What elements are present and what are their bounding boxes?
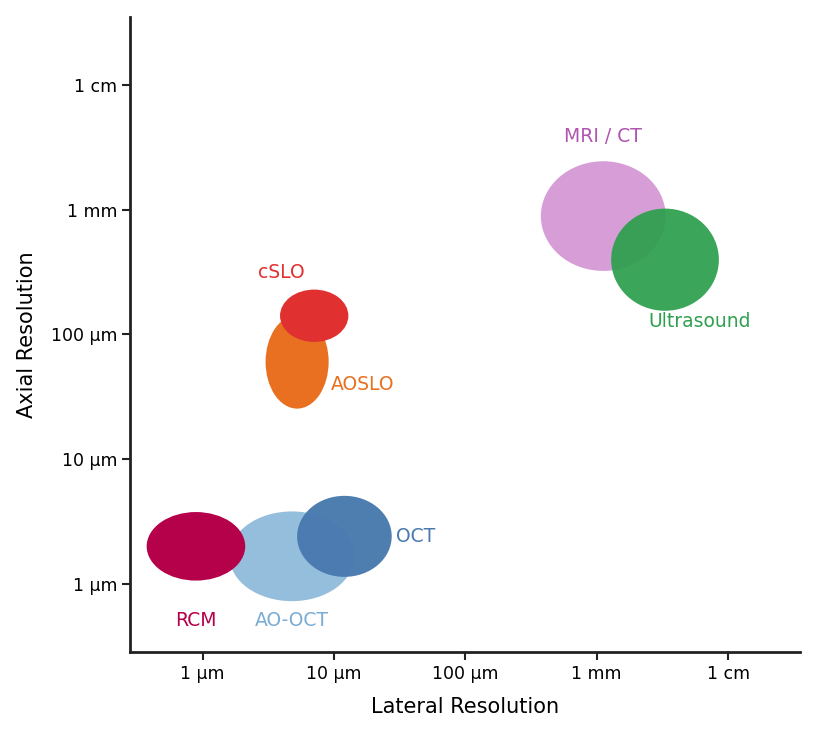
Text: OCT: OCT [395,527,435,546]
Text: MRI / CT: MRI / CT [565,127,642,146]
Ellipse shape [147,512,245,581]
Text: cSLO: cSLO [257,263,304,282]
Text: RCM: RCM [175,611,217,630]
X-axis label: Lateral Resolution: Lateral Resolution [371,697,560,717]
Ellipse shape [541,161,666,271]
Ellipse shape [280,290,348,342]
Ellipse shape [266,315,328,409]
Ellipse shape [230,512,355,601]
Ellipse shape [297,496,391,577]
Ellipse shape [611,208,719,310]
Y-axis label: Axial Resolution: Axial Resolution [16,251,37,418]
Text: AOSLO: AOSLO [331,375,395,394]
Text: AO-OCT: AO-OCT [255,611,329,630]
Text: Ultrasound: Ultrasound [648,312,750,331]
